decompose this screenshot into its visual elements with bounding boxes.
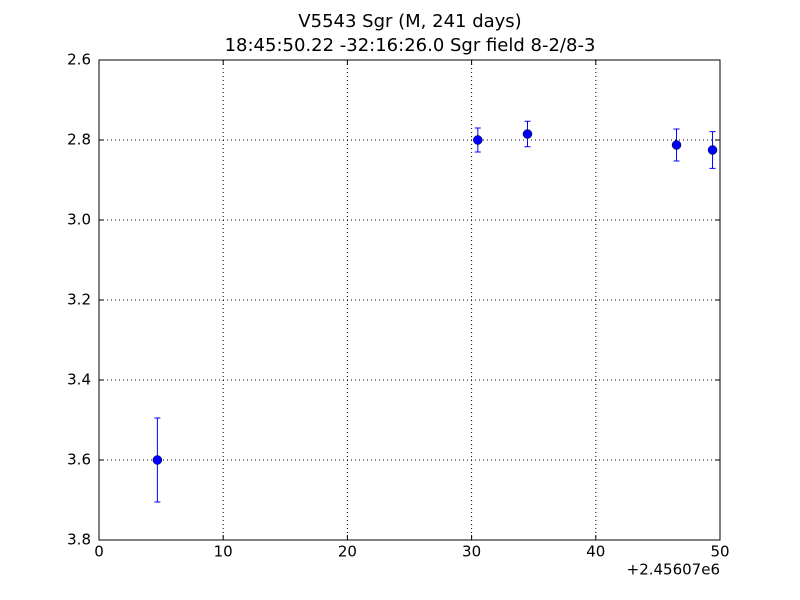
data-point bbox=[152, 455, 163, 465]
x-tick-label: 30 bbox=[462, 543, 481, 561]
data-point bbox=[522, 129, 533, 139]
data-point bbox=[671, 140, 682, 150]
y-tick-label: 3.6 bbox=[67, 451, 91, 469]
y-tick-label: 3.2 bbox=[67, 291, 91, 309]
data-point bbox=[473, 135, 483, 145]
y-tick-label: 3.8 bbox=[67, 531, 91, 549]
y-tick-label: 3.4 bbox=[67, 371, 91, 389]
data-point bbox=[707, 145, 718, 155]
y-tick-label: 3.0 bbox=[67, 211, 91, 229]
chart-title: V5543 Sgr (M, 241 days) bbox=[298, 11, 521, 32]
x-tick-label: 10 bbox=[214, 543, 233, 561]
x-tick-label: 40 bbox=[586, 543, 605, 561]
chart-subtitle: 18:45:50.22 -32:16:26.0 Sgr field 8-2/8-… bbox=[225, 35, 596, 56]
x-tick-label: 20 bbox=[338, 543, 357, 561]
x-offset-label: +2.45607e6 bbox=[627, 561, 720, 579]
x-tick-label: 0 bbox=[94, 543, 104, 561]
y-tick-label: 2.6 bbox=[67, 51, 91, 69]
y-tick-label: 2.8 bbox=[67, 131, 91, 149]
plot-frame bbox=[98, 59, 721, 541]
x-tick-label: 50 bbox=[710, 543, 729, 561]
